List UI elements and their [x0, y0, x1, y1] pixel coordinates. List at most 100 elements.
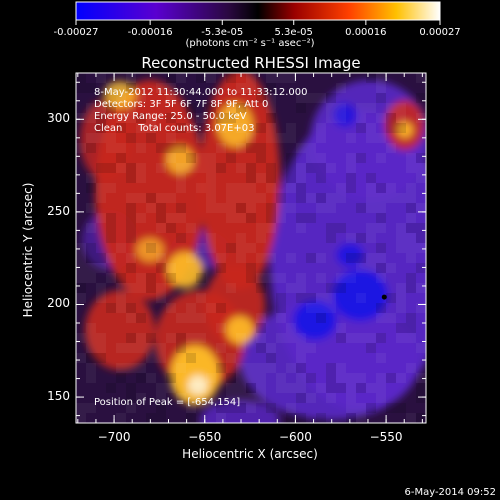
- heatmap-pixel: [86, 143, 96, 153]
- heatmap-pixel: [376, 93, 386, 103]
- heatmap-region: [332, 269, 388, 321]
- heatmap-pixel: [166, 263, 176, 273]
- heatmap-pixel: [246, 203, 256, 213]
- heatmap-pixel: [236, 103, 246, 113]
- heatmap-pixel: [196, 333, 206, 343]
- heatmap-pixel: [186, 103, 196, 113]
- heatmap-pixel: [336, 323, 346, 333]
- heatmap-pixel: [146, 353, 156, 363]
- heatmap-pixel: [126, 203, 136, 213]
- heatmap-pixel: [286, 253, 296, 263]
- heatmap-pixel: [206, 193, 216, 203]
- heatmap-pixel: [316, 193, 326, 203]
- heatmap-pixel: [216, 143, 226, 153]
- heatmap-pixel: [226, 243, 236, 253]
- heatmap-pixel: [86, 173, 96, 183]
- heatmap-pixel: [186, 163, 196, 173]
- heatmap-region: [80, 100, 130, 180]
- heatmap-pixel: [346, 133, 356, 143]
- heatmap-pixel: [376, 353, 386, 363]
- footer-date: 6-May-2014 09:52: [404, 487, 496, 498]
- heatmap-pixel: [186, 403, 196, 413]
- heatmap-pixel: [396, 233, 406, 243]
- heatmap-pixel: [366, 133, 376, 143]
- heatmap-pixel: [176, 343, 186, 353]
- heatmap-pixel: [246, 213, 256, 223]
- heatmap-pixel: [76, 353, 86, 363]
- heatmap-pixel: [306, 393, 316, 403]
- heatmap-pixel: [286, 173, 296, 183]
- heatmap-pixel: [276, 73, 286, 83]
- heatmap-pixel: [346, 393, 356, 403]
- heatmap-pixel: [416, 243, 426, 253]
- colorbar-tick-label: 0.00016: [345, 27, 387, 38]
- heatmap-pixel: [386, 373, 396, 383]
- heatmap-pixel: [236, 183, 246, 193]
- heatmap-pixel: [86, 103, 96, 113]
- heatmap-pixel: [346, 173, 356, 183]
- heatmap-pixel: [276, 303, 286, 313]
- heatmap-pixel: [136, 273, 146, 283]
- heatmap-pixel: [306, 143, 316, 153]
- heatmap-region: [166, 146, 194, 174]
- heatmap-pixel: [296, 293, 306, 303]
- heatmap-pixel: [86, 203, 96, 213]
- heatmap-pixel: [336, 283, 346, 293]
- heatmap-pixel: [326, 93, 336, 103]
- heatmap-pixel: [346, 413, 356, 423]
- heatmap-pixel: [126, 283, 136, 293]
- heatmap-pixel: [136, 343, 146, 353]
- heatmap-pixel: [356, 113, 366, 123]
- heatmap-pixel: [276, 313, 286, 323]
- heatmap-pixel: [106, 253, 116, 263]
- heatmap-pixel: [136, 363, 146, 373]
- heatmap-pixel: [106, 273, 116, 283]
- heatmap-pixel: [246, 403, 256, 413]
- heatmap-pixel: [406, 193, 416, 203]
- heatmap-pixel: [246, 193, 256, 203]
- heatmap-pixel: [316, 253, 326, 263]
- heatmap-pixel: [156, 203, 166, 213]
- heatmap-pixel: [306, 253, 316, 263]
- heatmap-pixel: [396, 373, 406, 383]
- heatmap-pixel: [236, 383, 246, 393]
- heatmap-pixel: [86, 263, 96, 273]
- heatmap-pixel: [116, 283, 126, 293]
- heatmap-pixel: [396, 193, 406, 203]
- heatmap-pixel: [346, 333, 356, 343]
- heatmap-region: [293, 300, 337, 340]
- heatmap-pixel: [296, 373, 306, 383]
- heatmap-pixel: [386, 123, 396, 133]
- heatmap-pixel: [416, 373, 426, 383]
- heatmap-pixel: [206, 103, 216, 113]
- heatmap-pixel: [256, 283, 266, 293]
- heatmap-pixel: [256, 373, 266, 383]
- heatmap-pixel: [176, 143, 186, 153]
- heatmap-pixel: [146, 123, 156, 133]
- heatmap-pixel: [316, 163, 326, 173]
- heatmap-pixel: [406, 213, 416, 223]
- heatmap-pixel: [306, 373, 316, 383]
- heatmap-pixel: [276, 333, 286, 343]
- heatmap-pixel: [286, 163, 296, 173]
- heatmap-pixel: [326, 293, 336, 303]
- heatmap-pixel: [346, 163, 356, 173]
- heatmap-pixel: [246, 243, 256, 253]
- heatmap-pixel: [136, 143, 146, 153]
- heatmap-pixel: [396, 333, 406, 343]
- heatmap-pixel: [296, 183, 306, 193]
- heatmap-pixel: [186, 303, 196, 313]
- heatmap-pixel: [136, 193, 146, 203]
- heatmap-pixel: [236, 243, 246, 253]
- heatmap-pixel: [416, 343, 426, 353]
- heatmap-pixel: [286, 413, 296, 423]
- heatmap-pixel: [126, 313, 136, 323]
- heatmap-pixel: [326, 303, 336, 313]
- heatmap-pixel: [396, 103, 406, 113]
- heatmap-pixel: [346, 233, 356, 243]
- heatmap-pixel: [386, 143, 396, 153]
- colorbar-tick-label: 0.00027: [419, 27, 461, 38]
- heatmap-pixel: [96, 163, 106, 173]
- heatmap-pixel: [296, 283, 306, 293]
- heatmap-pixel: [76, 263, 86, 273]
